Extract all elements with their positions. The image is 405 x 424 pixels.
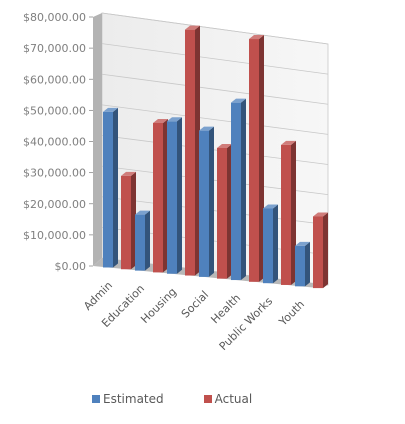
bar-actual-social — [217, 143, 232, 279]
bar-estimated-youth — [295, 241, 310, 287]
bar-actual-admin — [121, 171, 136, 270]
y-tick-label: $70,000.00 — [23, 42, 86, 55]
gridline — [101, 12, 329, 45]
bar-estimated-education — [135, 210, 150, 271]
bar-actual-health — [249, 35, 264, 282]
y-tick-label: $0.00 — [55, 260, 87, 273]
y-tick-label: $60,000.00 — [23, 73, 86, 86]
y-tick-label: $50,000.00 — [23, 104, 86, 117]
gridline — [101, 43, 329, 75]
gridline — [101, 104, 329, 135]
side-wall — [93, 13, 102, 266]
x-tick-label: Youth — [276, 298, 307, 329]
legend-swatch-estimated — [92, 395, 100, 403]
x-tick-label: Social — [179, 288, 211, 320]
x-tick-label: Health — [208, 291, 243, 326]
y-tick-label: $80,000.00 — [23, 11, 86, 24]
bar-estimated-housing — [167, 117, 182, 274]
y-tick-label: $20,000.00 — [23, 198, 86, 211]
bar-estimated-health — [231, 98, 246, 281]
y-tick-label: $10,000.00 — [23, 229, 86, 242]
bar-actual-housing — [185, 25, 200, 276]
y-tick-label: $40,000.00 — [23, 136, 86, 149]
legend-label-estimated: Estimated — [103, 392, 164, 406]
legend-label-actual: Actual — [214, 392, 253, 406]
gridline — [101, 73, 329, 105]
bar-actual-public-works — [281, 140, 296, 285]
bar-actual-education — [153, 118, 168, 273]
bar-actual-youth — [313, 212, 328, 289]
y-tick-label: $30,000.00 — [23, 167, 86, 180]
bar-estimated-public-works — [263, 204, 278, 284]
bar-estimated-social — [199, 126, 214, 277]
x-tick-label: Admin — [81, 279, 115, 313]
legend-swatch-actual — [203, 395, 212, 403]
bar-estimated-admin — [103, 107, 118, 268]
legend: Estimated Actual — [92, 392, 252, 406]
legend-item-actual: Actual — [203, 392, 253, 406]
legend-item-estimated: Estimated — [92, 392, 164, 406]
